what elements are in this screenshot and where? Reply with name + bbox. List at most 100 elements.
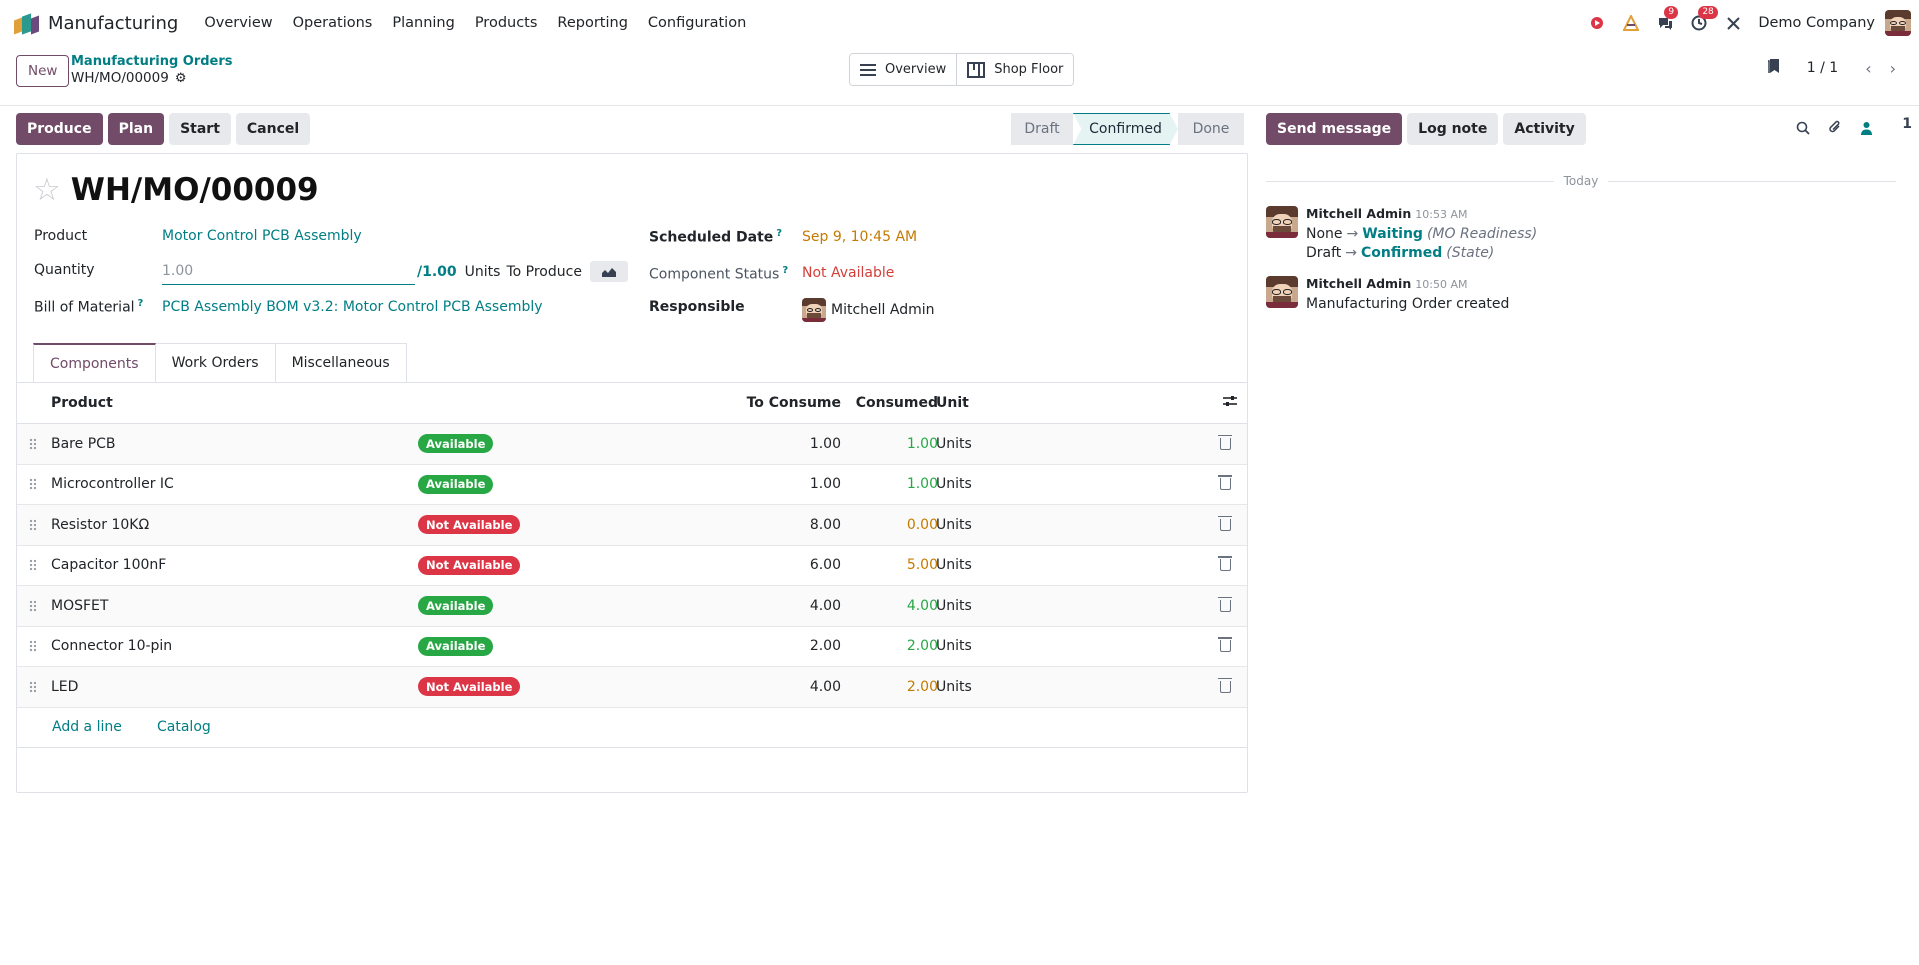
scheduled-help-icon[interactable]: ? xyxy=(776,228,783,239)
header-unit[interactable]: Unit xyxy=(936,395,969,411)
produce-button[interactable]: Produce xyxy=(16,113,103,145)
forecast-button[interactable] xyxy=(589,261,628,282)
chevron-left-icon[interactable]: ‹ xyxy=(1865,58,1872,78)
record-icon[interactable] xyxy=(1588,14,1606,32)
shop-floor-button[interactable]: Shop Floor xyxy=(956,54,1074,85)
row-to-consume[interactable]: 8.00 xyxy=(809,516,841,533)
overview-button[interactable]: Overview xyxy=(850,54,957,85)
drag-handle-icon[interactable] xyxy=(29,518,36,531)
table-row[interactable]: Resistor 10KΩ Not Available 8.00 0.00 Units xyxy=(17,505,1247,546)
scheduled-date-field[interactable]: Sep 9, 10:45 AM xyxy=(802,229,918,245)
table-row[interactable]: Capacitor 100nF Not Available 6.00 5.00 Unit… xyxy=(17,546,1247,586)
cancel-button[interactable]: Cancel xyxy=(235,113,311,145)
messages-icon[interactable]: 9 xyxy=(1656,6,1679,32)
table-row[interactable]: LED Not Available 4.00 2.00 Units xyxy=(17,667,1247,708)
menu-planning[interactable]: Planning xyxy=(392,15,455,31)
search-icon[interactable] xyxy=(1796,121,1810,139)
user-avatar[interactable] xyxy=(1885,10,1911,36)
menu-products[interactable]: Products xyxy=(474,15,538,31)
row-product[interactable]: Connector 10-pin xyxy=(51,638,173,655)
activity-button[interactable]: Activity xyxy=(1503,113,1586,145)
message-author[interactable]: Mitchell Admin xyxy=(1306,276,1412,291)
row-to-consume[interactable]: 4.00 xyxy=(809,678,841,695)
followers-icon[interactable]: 1 xyxy=(1860,116,1912,139)
studio-icon[interactable] xyxy=(1622,14,1640,32)
drag-handle-icon[interactable] xyxy=(29,599,36,612)
trash-icon[interactable] xyxy=(1218,475,1232,491)
breadcrumb-parent[interactable]: Manufacturing Orders xyxy=(71,54,233,69)
author-avatar[interactable] xyxy=(1266,206,1298,238)
menu-configuration[interactable]: Configuration xyxy=(647,15,747,31)
row-consumed[interactable]: 1.00 xyxy=(906,476,938,493)
row-product[interactable]: Bare PCB xyxy=(51,435,116,452)
trash-icon[interactable] xyxy=(1218,515,1232,531)
optional-columns-icon[interactable] xyxy=(1223,395,1237,411)
row-consumed[interactable]: 1.00 xyxy=(906,435,938,452)
product-field[interactable]: Motor Control PCB Assembly xyxy=(162,228,362,244)
paperclip-icon[interactable] xyxy=(1828,120,1842,139)
new-button[interactable]: New xyxy=(16,55,70,87)
table-row[interactable]: Bare PCB Available 1.00 1.00 Units xyxy=(17,424,1247,465)
component-status-help-icon[interactable]: ? xyxy=(782,265,789,276)
catalog-link[interactable]: Catalog xyxy=(157,719,211,735)
menu-overview[interactable]: Overview xyxy=(204,15,273,31)
table-row[interactable]: MOSFET Available 4.00 4.00 Units xyxy=(17,586,1247,627)
row-product[interactable]: Resistor 10KΩ xyxy=(51,516,150,533)
row-product[interactable]: Capacitor 100nF xyxy=(51,557,167,574)
pager-value[interactable]: 1 / 1 xyxy=(1806,60,1839,76)
stage-draft[interactable]: Draft xyxy=(1011,113,1073,145)
menu-reporting[interactable]: Reporting xyxy=(557,15,628,31)
add-line-link[interactable]: Add a line xyxy=(52,719,122,735)
drag-handle-icon[interactable] xyxy=(29,478,36,491)
stage-confirmed[interactable]: Confirmed xyxy=(1073,113,1178,145)
bom-help-icon[interactable]: ? xyxy=(137,298,144,309)
row-consumed[interactable]: 2.00 xyxy=(906,678,938,695)
chevron-right-icon[interactable]: › xyxy=(1889,58,1896,78)
trash-icon[interactable] xyxy=(1218,556,1232,572)
header-product[interactable]: Product xyxy=(51,395,113,411)
message-author[interactable]: Mitchell Admin xyxy=(1306,206,1412,221)
activities-icon[interactable]: 28 xyxy=(1690,6,1718,32)
row-product[interactable]: Microcontroller IC xyxy=(51,476,174,493)
row-to-consume[interactable]: 6.00 xyxy=(809,557,841,574)
drag-handle-icon[interactable] xyxy=(29,437,36,450)
tab-components[interactable]: Components xyxy=(33,343,156,383)
row-consumed[interactable]: 0.00 xyxy=(906,516,938,533)
header-to-consume[interactable]: To Consume xyxy=(746,395,841,411)
row-to-consume[interactable]: 1.00 xyxy=(809,476,841,493)
responsible-field[interactable]: Mitchell Admin xyxy=(802,298,935,322)
company-switcher[interactable]: Demo Company xyxy=(1758,15,1875,31)
tab-miscellaneous[interactable]: Miscellaneous xyxy=(275,343,407,383)
row-consumed[interactable]: 2.00 xyxy=(906,638,938,655)
author-avatar[interactable] xyxy=(1266,276,1298,308)
debug-tools-icon[interactable] xyxy=(1724,14,1742,32)
menu-operations[interactable]: Operations xyxy=(292,15,373,31)
drag-handle-icon[interactable] xyxy=(29,640,36,653)
bookmark-icon[interactable] xyxy=(1767,58,1781,78)
app-brand[interactable]: Manufacturing xyxy=(14,13,194,35)
gear-icon[interactable]: ⚙ xyxy=(174,70,187,86)
trash-icon[interactable] xyxy=(1218,677,1232,693)
row-to-consume[interactable]: 2.00 xyxy=(809,638,841,655)
row-to-consume[interactable]: 4.00 xyxy=(809,597,841,614)
header-consumed[interactable]: Consumed xyxy=(855,395,938,411)
send-message-button[interactable]: Send message xyxy=(1266,113,1403,145)
row-consumed[interactable]: 4.00 xyxy=(906,597,938,614)
drag-handle-icon[interactable] xyxy=(29,680,36,693)
table-row[interactable]: Microcontroller IC Available 1.00 1.00 Units xyxy=(17,465,1247,505)
row-product[interactable]: LED xyxy=(51,678,79,695)
drag-handle-icon[interactable] xyxy=(29,559,36,572)
quantity-input[interactable]: 1.00 xyxy=(162,261,415,285)
stage-done[interactable]: Done xyxy=(1178,113,1244,145)
start-button[interactable]: Start xyxy=(169,113,231,145)
trash-icon[interactable] xyxy=(1218,596,1232,612)
row-consumed[interactable]: 5.00 xyxy=(906,557,938,574)
plan-button[interactable]: Plan xyxy=(107,113,165,145)
row-to-consume[interactable]: 1.00 xyxy=(809,435,841,452)
table-row[interactable]: Connector 10-pin Available 2.00 2.00 Units xyxy=(17,627,1247,667)
row-product[interactable]: MOSFET xyxy=(51,597,109,614)
bom-field[interactable]: PCB Assembly BOM v3.2: Motor Control PCB… xyxy=(162,299,543,315)
trash-icon[interactable] xyxy=(1218,434,1232,450)
tab-work-orders[interactable]: Work Orders xyxy=(155,343,276,383)
log-note-button[interactable]: Log note xyxy=(1407,113,1499,145)
